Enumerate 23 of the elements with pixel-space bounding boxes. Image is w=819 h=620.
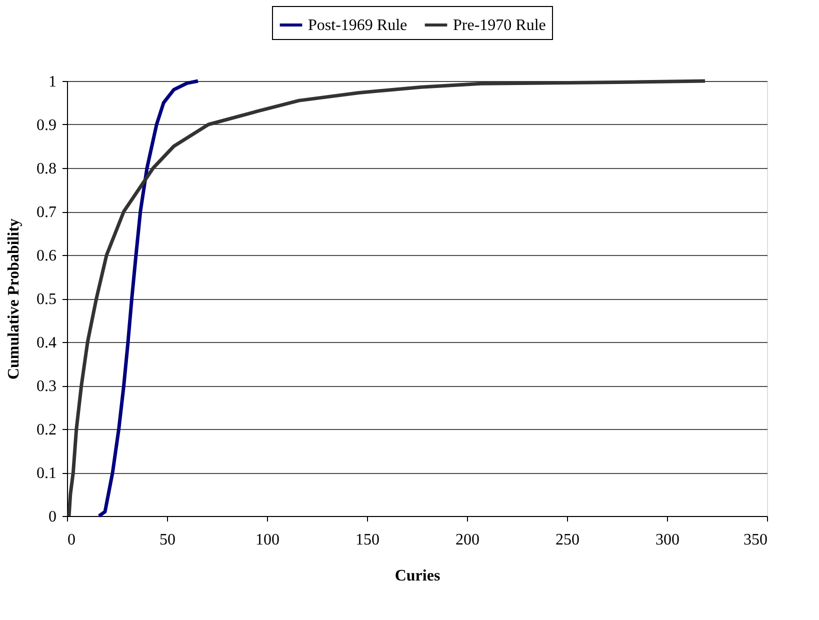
y-tick-label: 0.4 [36,334,56,352]
y-axis-title: Cumulative Probability [6,218,22,380]
y-tick-label: 0.8 [36,160,56,178]
y-tick-label: 0.6 [36,248,56,264]
x-tick-label: 300 [656,532,680,548]
x-tick-label: 50 [160,532,176,548]
legend-label: Pre-1970 Rule [453,17,546,34]
y-tick-label: 0.2 [36,422,56,438]
y-tick-label: 0.1 [36,465,56,482]
y-tick-label: 0.5 [36,291,56,308]
x-tick-label: 350 [744,532,768,548]
x-tick-label: 150 [356,532,380,548]
y-tick-label: 0 [48,508,56,526]
y-tick-label: 1 [48,74,56,90]
legend-label: Post-1969 Rule [308,17,408,34]
x-axis-title: Curies [394,568,440,584]
y-tick-label: 0.7 [36,204,56,221]
x-tick-label: 100 [256,532,280,548]
x-tick-label: 0 [68,532,76,548]
x-tick-label: 200 [456,532,480,548]
x-tick-label: 250 [556,532,580,548]
y-tick-label: 0.3 [36,378,56,395]
y-tick-label: 0.9 [36,117,56,134]
